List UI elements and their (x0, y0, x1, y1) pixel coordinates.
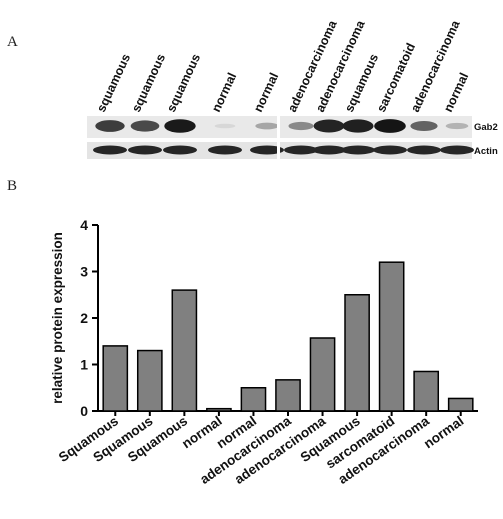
y-tick-label: 1 (80, 357, 88, 373)
band-label-gab2: Gab2 (474, 122, 498, 133)
gab2-band (445, 122, 469, 130)
gab2-band (164, 119, 196, 133)
bar (413, 370, 440, 412)
bar (344, 294, 370, 412)
gab2-band (255, 122, 279, 130)
actin-band (407, 145, 441, 155)
gel-separator (277, 114, 280, 161)
bar (102, 345, 129, 412)
gab2-band (374, 119, 406, 133)
y-tick-label: 2 (80, 310, 88, 326)
actin-band (373, 145, 407, 155)
actin-band (341, 145, 375, 155)
bar (206, 407, 232, 412)
panel-label-b: B (7, 178, 18, 194)
gab2-band (288, 121, 314, 131)
actin-band (208, 145, 242, 155)
bar (309, 337, 336, 412)
x-category-label: normal (421, 413, 466, 451)
y-axis-title: relative protein expression (50, 232, 65, 404)
gab2-band (95, 120, 125, 132)
gab2-band (313, 119, 345, 133)
actin-band (312, 145, 346, 155)
actin-band (163, 145, 197, 155)
y-tick-label: 4 (80, 217, 88, 233)
gab2-band (130, 120, 160, 132)
bar (240, 387, 267, 412)
actin-band (440, 145, 474, 155)
actin-band (284, 145, 318, 155)
actin-band (250, 145, 284, 155)
panel-label-a: A (7, 34, 18, 50)
gab2-band (214, 123, 236, 129)
y-tick-label: 3 (80, 264, 88, 280)
actin-band (93, 145, 127, 155)
gab2-band (410, 121, 438, 131)
bar (136, 349, 163, 412)
gab2-band (342, 119, 374, 133)
y-tick-label: 0 (80, 403, 88, 419)
band-label-actin: Actin (474, 146, 498, 157)
bar (171, 289, 198, 412)
bar (447, 397, 474, 412)
actin-band (128, 145, 162, 155)
bar (378, 261, 405, 412)
bar (275, 379, 301, 412)
